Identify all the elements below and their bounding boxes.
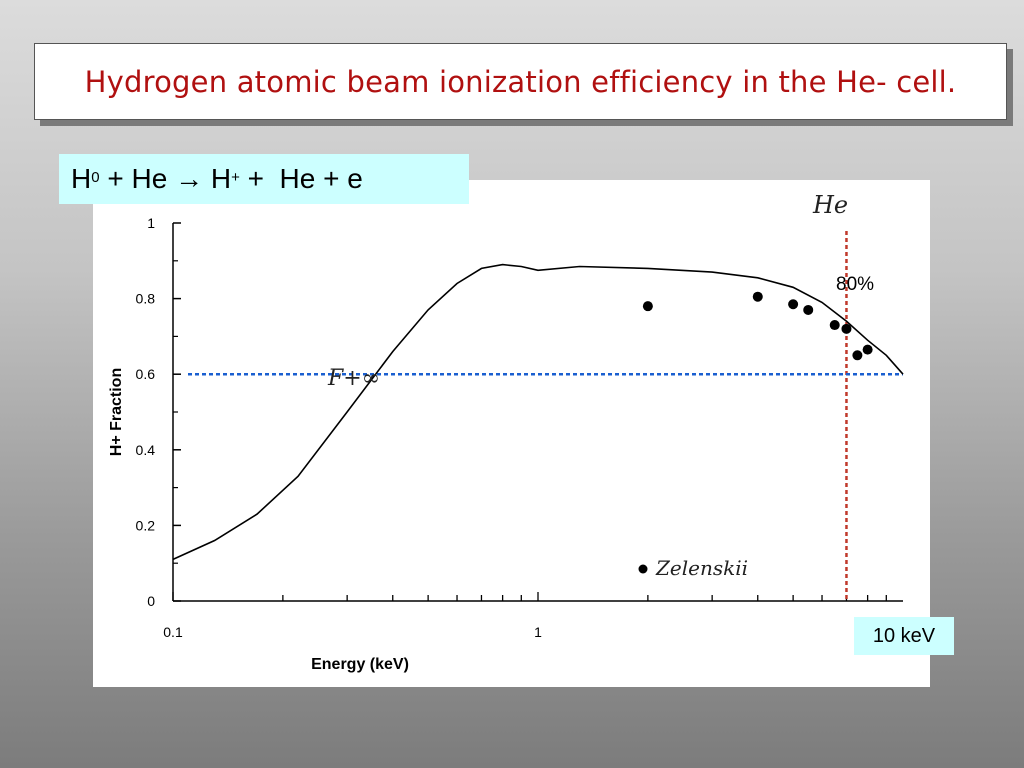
y-tick-label: 0.4 <box>136 442 156 458</box>
y-tick-label: 0 <box>147 593 155 609</box>
reaction-h-superscript: 0 <box>91 168 100 186</box>
curve-label: F+∞ <box>327 366 380 391</box>
he-label: He <box>812 191 848 219</box>
data-point <box>841 323 852 334</box>
reaction-h-plus-superscript: + <box>231 168 240 186</box>
data-point <box>642 301 653 312</box>
x-axis-title: Energy (keV) <box>311 656 409 673</box>
x-tick-label: 0.1 <box>163 624 183 640</box>
reaction-plus-he: + He <box>99 163 176 194</box>
legend-marker <box>638 564 648 574</box>
y-tick-label: 1 <box>147 215 155 231</box>
reaction-arrow: → <box>175 163 204 194</box>
data-point <box>788 299 799 310</box>
slide-title: Hydrogen atomic beam ionization efficien… <box>84 64 957 99</box>
y-tick-label: 0.6 <box>136 366 156 382</box>
energy-10kev-label: 10 keV <box>854 617 954 655</box>
y-axis-title: H+ Fraction <box>108 368 125 456</box>
percent-label: 80% <box>836 274 874 295</box>
reaction-h-plus: H <box>203 163 232 194</box>
title-box: Hydrogen atomic beam ionization efficien… <box>34 43 1007 120</box>
y-tick-label: 0.2 <box>136 517 156 533</box>
data-point <box>829 320 840 331</box>
x-tick-label: 1 <box>534 624 542 640</box>
legend-label: Zelenskii <box>655 556 748 580</box>
data-point <box>752 291 763 302</box>
energy-10kev-text: 10 keV <box>872 624 936 647</box>
reaction-rest: + He + e <box>239 163 363 194</box>
reaction-h: H <box>71 163 92 194</box>
data-point <box>852 350 863 361</box>
data-point <box>862 344 873 355</box>
plot-panel <box>93 180 930 687</box>
ionization-curve <box>172 263 904 561</box>
y-tick-label: 0.8 <box>136 291 156 307</box>
data-point <box>803 304 814 315</box>
